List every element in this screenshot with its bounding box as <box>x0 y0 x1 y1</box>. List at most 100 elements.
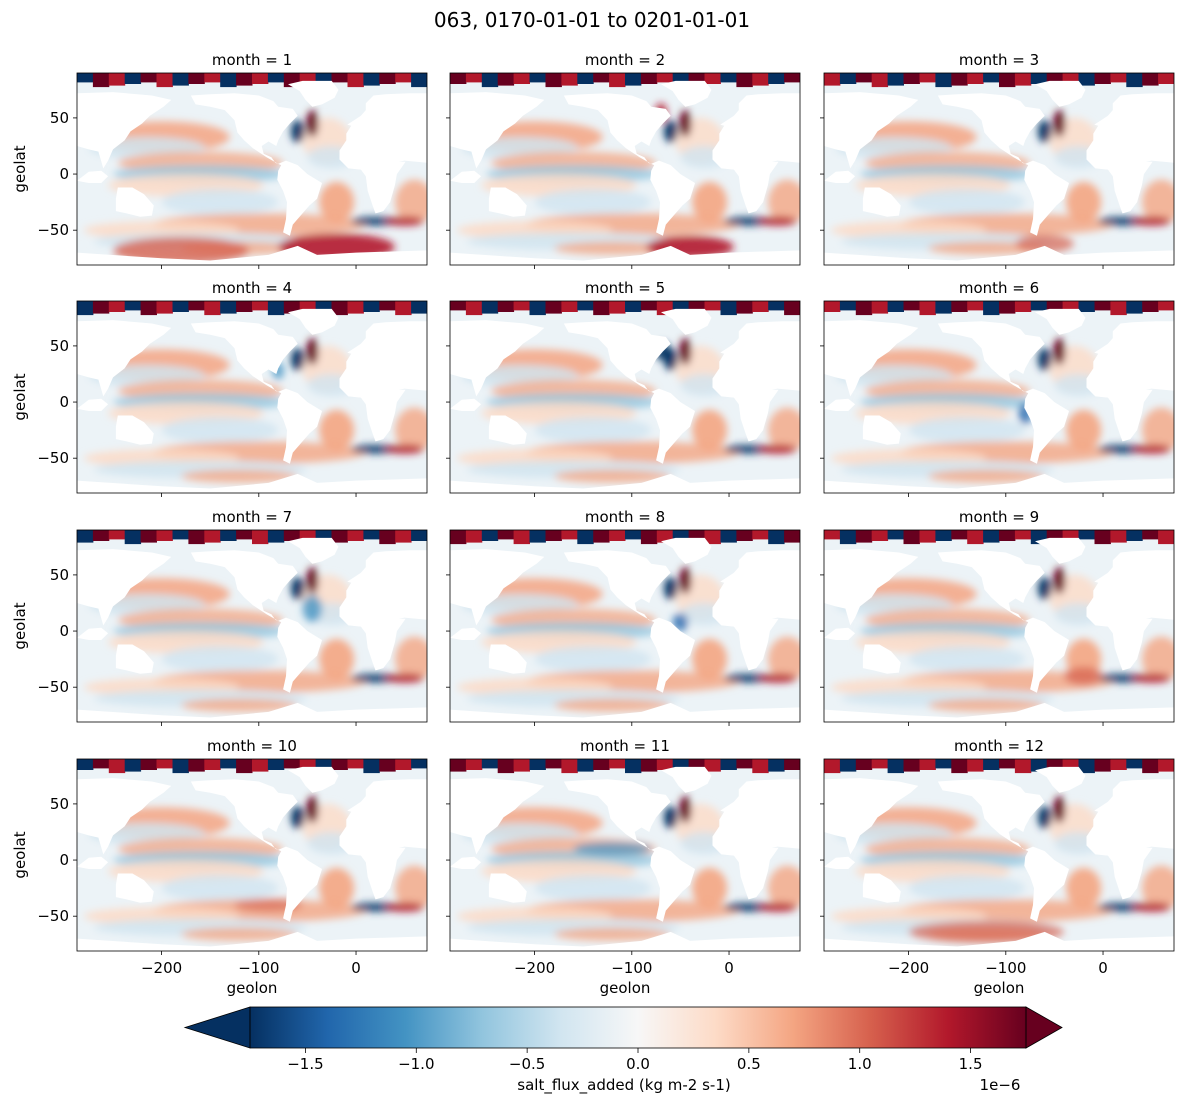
arctic-segment <box>252 759 269 772</box>
arctic-segment <box>704 759 721 772</box>
arctic-segment <box>204 530 221 543</box>
arctic-segment <box>855 530 873 543</box>
panel-title: month = 5 <box>585 279 665 297</box>
arctic-segment <box>363 73 380 86</box>
arctic-segment <box>640 530 658 545</box>
arctic-segment <box>656 759 674 770</box>
land-antarctica <box>450 473 800 493</box>
land-mask <box>824 766 1174 951</box>
arctic-segment <box>871 73 889 88</box>
anomaly-blob <box>928 698 1045 712</box>
arctic-band <box>824 301 1174 316</box>
land-asia <box>77 549 172 626</box>
arctic-segment <box>720 759 737 770</box>
arctic-segment <box>331 530 348 543</box>
arctic-segment <box>688 530 705 540</box>
arctic-band <box>824 530 1174 545</box>
arctic-segment <box>529 530 546 543</box>
land-asia <box>450 549 545 626</box>
panel-month-7: month = 7 −50 0 50 geolat <box>11 508 428 726</box>
land-africa-europe <box>1086 550 1174 671</box>
panel-month-4: month = 4 −50 0 50 geolat <box>11 279 428 497</box>
colorbar-tick-label: −0.5 <box>509 1055 545 1073</box>
arctic-segment <box>204 73 221 83</box>
arctic-segment <box>124 759 142 772</box>
colorbar-ticks: −1.5 −1.0 −0.5 0.0 0.5 1.0 1.5 <box>287 1048 983 1073</box>
anomaly-blob <box>290 120 305 143</box>
arctic-segment <box>379 530 396 545</box>
arctic-segment <box>347 73 364 88</box>
arctic-segment <box>379 73 396 84</box>
anomaly-blob <box>534 874 652 902</box>
arctic-segment <box>1110 301 1127 316</box>
anomaly-blob <box>534 188 652 216</box>
anomaly-blob <box>1066 409 1102 451</box>
land-mask <box>77 80 427 265</box>
land-antarctica <box>824 245 1174 265</box>
anomaly-blob <box>385 216 424 226</box>
arctic-segment <box>625 759 642 774</box>
map-field <box>77 530 427 722</box>
map-field <box>450 530 800 722</box>
panel-month-6: month = 6 <box>820 279 1175 497</box>
arctic-segment <box>951 73 968 86</box>
arctic-segment <box>656 73 674 83</box>
arctic-segment <box>1014 759 1032 774</box>
arctic-band <box>450 73 800 88</box>
panel-title: month = 12 <box>954 737 1044 755</box>
arctic-segment <box>545 301 562 314</box>
anomaly-blob <box>290 348 305 371</box>
colorbar-scale-label: 1e−6 <box>980 1076 1021 1094</box>
arctic-segment <box>672 759 690 769</box>
arctic-segment <box>839 530 857 545</box>
anomaly-blob <box>724 902 773 912</box>
anomaly-blob <box>161 416 279 444</box>
land-seasia <box>450 627 482 640</box>
x-tick-label: 0 <box>351 959 361 977</box>
arctic-segment <box>871 530 889 541</box>
land-seasia <box>824 627 856 640</box>
arctic-segment <box>188 530 205 545</box>
arctic-segment <box>77 301 94 316</box>
map-field <box>450 73 800 265</box>
arctic-segment <box>92 530 110 541</box>
arctic-segment <box>236 73 253 86</box>
arctic-segment <box>108 301 126 312</box>
arctic-segment <box>315 301 332 311</box>
land-seasia <box>77 627 109 640</box>
y-tick-label: 50 <box>50 795 69 813</box>
arctic-segment <box>481 301 499 314</box>
colorbar-tick-label: 1.5 <box>959 1055 983 1073</box>
arctic-segment <box>1094 73 1111 84</box>
arctic-segment <box>1142 301 1159 312</box>
arctic-segment <box>887 530 904 540</box>
anomaly-blob <box>692 867 728 909</box>
land-seasia <box>824 170 856 183</box>
arctic-segment <box>497 301 515 312</box>
anomaly-blob <box>908 188 1026 216</box>
arctic-segment <box>752 759 769 774</box>
arctic-band <box>450 759 800 774</box>
arctic-segment <box>1046 73 1064 83</box>
anomaly-blob <box>1037 120 1052 143</box>
land-australia <box>115 415 154 445</box>
map-field <box>77 759 427 951</box>
land-asia <box>450 92 545 169</box>
land-australia <box>488 415 527 445</box>
arctic-segment <box>450 73 467 84</box>
arctic-segment <box>887 301 904 312</box>
land-australia <box>488 873 527 903</box>
land-americas <box>937 779 1069 922</box>
anomaly-blob <box>1066 867 1102 909</box>
land-antarctica <box>77 245 427 265</box>
anomaly-blob <box>306 567 319 594</box>
arctic-segment <box>283 759 301 769</box>
arctic-segment <box>411 530 427 541</box>
anomaly-blob <box>161 645 279 673</box>
arctic-segment <box>1126 530 1143 541</box>
arctic-segment <box>267 73 285 83</box>
arctic-segment <box>331 301 348 316</box>
land-africa-europe <box>712 779 800 900</box>
arctic-segment <box>577 301 594 311</box>
panel-title: month = 11 <box>580 737 670 755</box>
